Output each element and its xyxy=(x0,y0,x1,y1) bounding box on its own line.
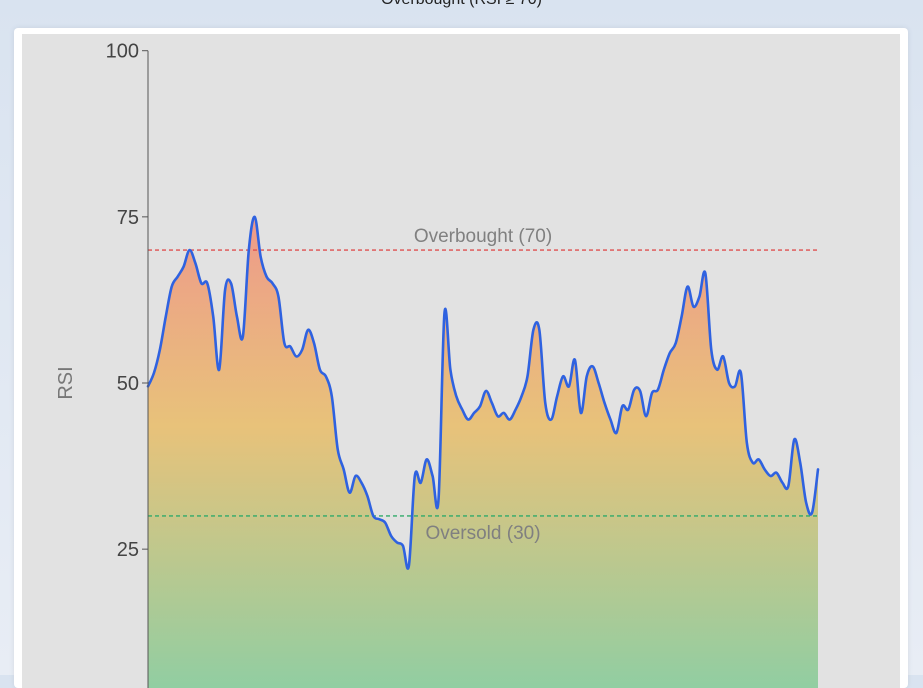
rsi-area-fill xyxy=(148,216,818,688)
legend-overbought-text: Overbought (RSI ≥ 70) xyxy=(0,0,923,9)
y-tick-label: 75 xyxy=(117,207,139,229)
y-tick-label: 50 xyxy=(117,373,139,395)
rsi-line xyxy=(146,215,820,570)
y-tick-label: 25 xyxy=(117,539,139,561)
chart-panel: Overbought (70) Oversold (30) 25 50 75 100 RSI xyxy=(14,28,908,688)
y-tick-label: 100 xyxy=(106,41,139,63)
oversold-label: Oversold (30) xyxy=(425,523,540,544)
overbought-label: Overbought (70) xyxy=(414,226,552,247)
rsi-chart: Overbought (70) Oversold (30) 25 50 75 100 RSI xyxy=(22,34,900,688)
y-axis-title: RSI xyxy=(55,366,77,399)
